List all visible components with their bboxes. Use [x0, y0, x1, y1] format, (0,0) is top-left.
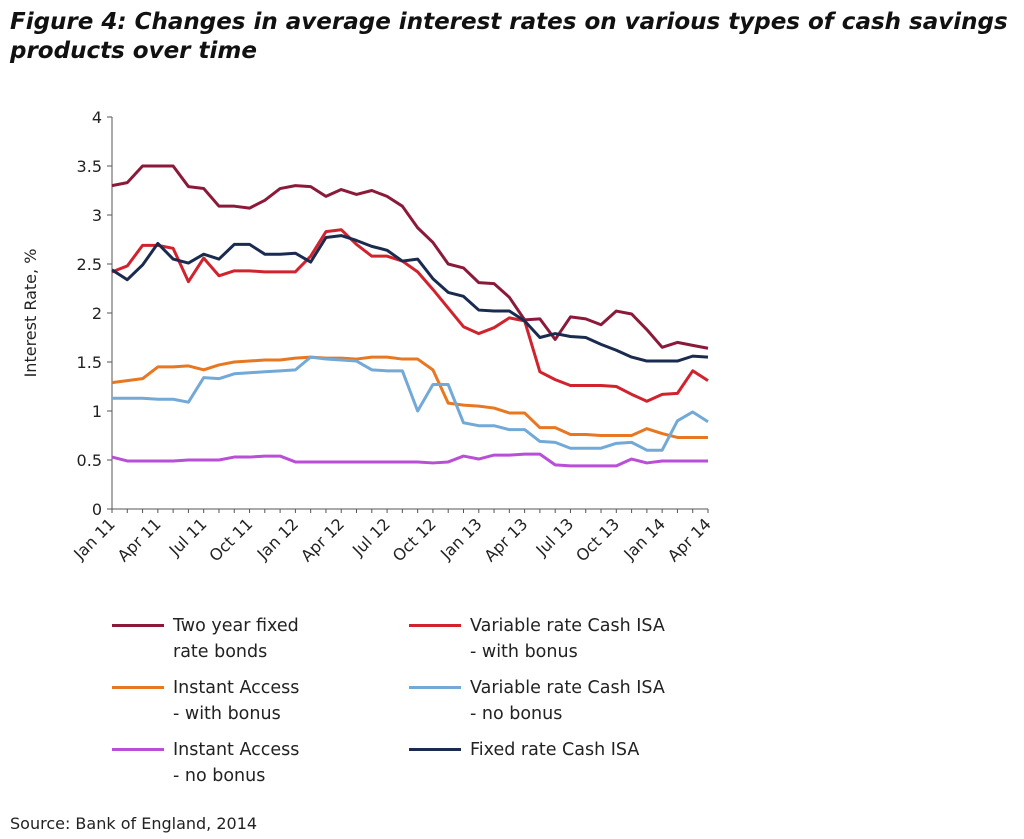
y-tick-label: 0.5	[77, 451, 102, 470]
x-tick-label: Apr 11	[114, 514, 165, 565]
x-tick-label: Apr 13	[480, 514, 531, 565]
y-tick-label: 1.5	[77, 353, 102, 372]
x-tick-label: Jan 12	[253, 514, 303, 564]
y-tick-label: 3.5	[77, 157, 102, 176]
x-tick-label: Jul 13	[532, 514, 578, 560]
x-tick-label: Jan 13	[436, 514, 486, 564]
y-tick-label: 1	[92, 402, 102, 421]
series-line	[111, 164, 709, 350]
x-tick-label: Apr 14	[664, 514, 715, 565]
y-tick-label: 2.5	[77, 255, 102, 274]
x-tick-label: Oct 12	[389, 514, 440, 565]
y-tick-label: 4	[92, 108, 102, 127]
chart-title: Figure 4: Changes in average interest ra…	[10, 9, 1008, 64]
series-line	[112, 355, 709, 452]
x-tick-label: Oct 13	[572, 514, 623, 565]
source-note: Source: Bank of England, 2014	[10, 814, 258, 833]
y-tick-label: 2	[92, 304, 102, 323]
y-tick-label: 3	[92, 206, 102, 225]
x-tick-label: Apr 12	[297, 514, 348, 565]
y-axis-label: Interest Rate, %	[21, 249, 40, 378]
series-line	[111, 234, 709, 363]
series-line	[111, 355, 708, 439]
x-tick-label: Jan 14	[619, 514, 669, 564]
x-tick-label: Jan 11	[69, 514, 119, 564]
series-line	[111, 228, 709, 403]
x-tick-label: Jul 11	[165, 514, 211, 560]
series-line	[111, 452, 708, 468]
x-tick-label: Oct 11	[205, 514, 256, 565]
y-tick-label: 0	[92, 500, 102, 519]
x-tick-label: Jul 12	[348, 514, 394, 560]
